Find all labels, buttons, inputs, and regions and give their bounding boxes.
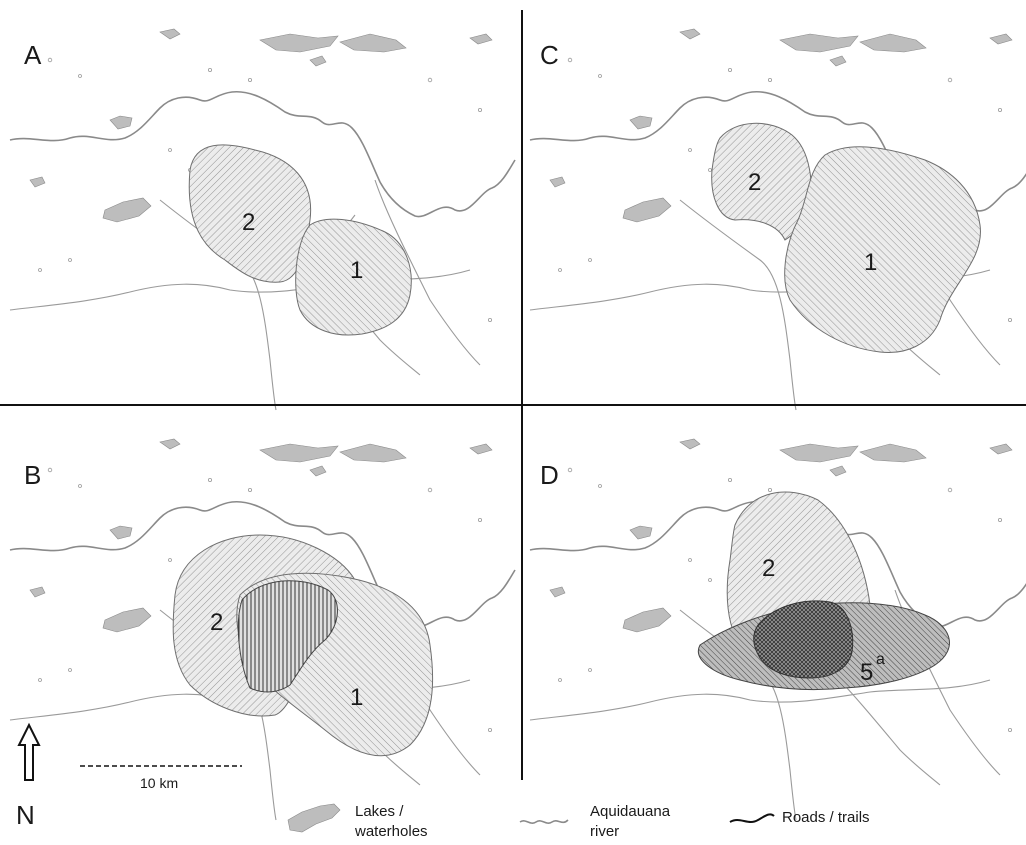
range-label-1: 1 [350, 684, 363, 711]
range-label-5-superscript: a [876, 651, 885, 668]
road-legend-icon [729, 813, 775, 823]
legend-lakes-label-line1: Lakes / [355, 803, 404, 820]
range-label-1: 1 [350, 257, 363, 284]
legend: Lakes / waterholes Aquidauana river Road… [287, 803, 870, 840]
home-range-2-area [711, 122, 812, 241]
range-label-2: 2 [762, 555, 775, 582]
panel-letter: A [24, 40, 42, 70]
legend-river-label-line2: river [590, 823, 619, 840]
range-label-2: 2 [210, 609, 223, 636]
panel-d: D 2 5 a [529, 438, 1026, 821]
panel-a: A 2 1 [9, 28, 516, 411]
home-range-1-area [295, 218, 412, 336]
panel-letter: B [24, 460, 41, 490]
panel-c: C 2 1 [529, 28, 1026, 411]
range-label-5: 5 [860, 659, 873, 686]
scale-label: 10 km [140, 775, 178, 791]
legend-lakes-label-line2: waterholes [354, 823, 428, 840]
panel-b: B 2 1 [9, 438, 516, 821]
legend-roads-label: Roads / trails [782, 809, 870, 826]
range-label-2: 2 [748, 169, 761, 196]
legend-river-label-line1: Aquidauana [590, 803, 671, 820]
north-label: N [16, 800, 35, 830]
home-range-1-area [784, 146, 981, 354]
river-legend-icon [519, 819, 569, 824]
panel-letter: C [540, 40, 559, 70]
panel-letter: D [540, 460, 559, 490]
lake-legend-icon [287, 803, 341, 833]
range-label-2: 2 [242, 209, 255, 236]
overlap-area [753, 600, 854, 679]
range-label-1: 1 [864, 249, 877, 276]
overlap-area [237, 580, 338, 693]
north-arrow-icon [17, 722, 41, 781]
